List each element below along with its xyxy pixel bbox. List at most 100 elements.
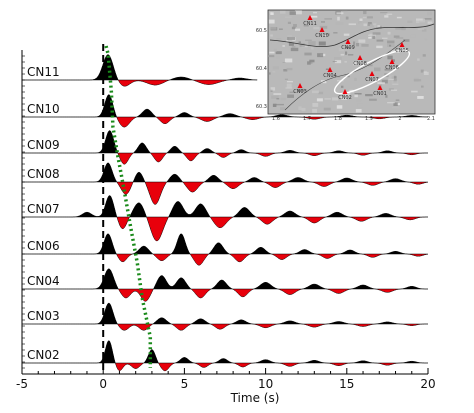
terrain-patch xyxy=(353,41,356,46)
terrain-patch xyxy=(395,27,403,30)
terrain-patch xyxy=(416,19,420,24)
terrain-patch xyxy=(423,71,429,75)
station-marker xyxy=(369,71,375,76)
terrain-patch xyxy=(340,53,345,56)
terrain-patch xyxy=(362,16,367,19)
terrain-patch xyxy=(303,25,309,27)
terrain-patch xyxy=(286,67,293,71)
station-name: CN07 xyxy=(365,77,379,83)
terrain-patch xyxy=(344,61,347,63)
terrain-patch xyxy=(357,103,364,108)
terrain-patch xyxy=(336,12,344,15)
terrain-patch xyxy=(338,47,344,52)
terrain-patch xyxy=(284,58,293,63)
trace-cn09: CN09 xyxy=(22,130,428,165)
terrain-patch xyxy=(313,12,317,14)
terrain-patch xyxy=(269,26,277,30)
terrain-patch xyxy=(317,53,324,58)
terrain-patch xyxy=(381,79,388,84)
terrain-patch xyxy=(276,56,280,59)
trace-negative-fill xyxy=(22,117,428,128)
terrain-patch xyxy=(363,23,368,27)
terrain-patch xyxy=(293,24,297,27)
terrain-patch xyxy=(305,39,312,41)
terrain-patch xyxy=(389,44,392,47)
map-x-tick: 2 xyxy=(398,116,401,122)
terrain-patch xyxy=(280,10,286,14)
terrain-patch xyxy=(388,78,394,80)
terrain-patch xyxy=(336,105,343,109)
terrain-patch xyxy=(337,16,340,21)
terrain-patch xyxy=(386,13,393,15)
terrain-patch xyxy=(341,10,348,12)
station-label: CN11 xyxy=(27,65,60,79)
terrain-patch xyxy=(367,22,372,25)
terrain-patch xyxy=(307,61,311,65)
trace-cn10: CN10 xyxy=(22,94,428,128)
trace-positive-fill xyxy=(22,340,428,363)
terrain-patch xyxy=(276,103,284,106)
terrain-patch xyxy=(273,48,277,52)
terrain-patch xyxy=(287,21,291,24)
terrain-patch xyxy=(323,73,327,76)
terrain-patch xyxy=(380,12,388,14)
terrain-patch xyxy=(416,18,423,21)
station-label: CN08 xyxy=(27,167,60,181)
x-axis: -5 0 5 10 15 20 xyxy=(16,50,436,391)
terrain-patch xyxy=(287,94,294,98)
terrain-patch xyxy=(354,93,362,95)
station-marker xyxy=(377,85,383,90)
terrain-patch xyxy=(377,82,385,85)
map-y-tick: 60.4 xyxy=(256,66,267,72)
station-label: CN02 xyxy=(27,348,60,362)
terrain-patch xyxy=(419,18,425,23)
trace-negative-fill xyxy=(22,153,428,165)
terrain-patch xyxy=(285,87,293,89)
x-tick-label: 0 xyxy=(99,377,107,391)
terrain-patch xyxy=(395,37,404,39)
terrain-patch xyxy=(422,54,426,57)
terrain-patch xyxy=(272,70,276,73)
station-marker xyxy=(357,55,363,60)
station-marker xyxy=(297,83,303,88)
terrain-patch xyxy=(294,10,302,15)
station-marker xyxy=(342,89,348,94)
terrain-patch xyxy=(286,81,293,83)
terrain-patch xyxy=(340,96,345,98)
terrain-patch xyxy=(318,91,324,95)
station-label: CN09 xyxy=(27,138,60,152)
trace-outline xyxy=(22,233,429,266)
x-axis-title: Time (s) xyxy=(230,391,280,405)
terrain-patch xyxy=(387,40,395,44)
trace-outline xyxy=(22,340,428,372)
terrain-patch xyxy=(410,34,416,38)
terrain-patch xyxy=(280,107,286,111)
station-name: CN04 xyxy=(323,73,337,79)
terrain-patch xyxy=(271,95,279,99)
terrain-patch xyxy=(282,45,285,47)
terrain-patch xyxy=(354,94,358,98)
map-y-tick: 60.5 xyxy=(256,28,267,34)
terrain-patch xyxy=(333,32,338,34)
terrain-patch xyxy=(376,45,383,49)
terrain-patch xyxy=(397,51,400,53)
terrain-patch xyxy=(372,32,381,35)
terrain-patch xyxy=(298,41,301,43)
terrain-patch xyxy=(390,89,398,91)
map-x-tick: 1.7 xyxy=(303,116,311,122)
terrain-patch xyxy=(391,80,399,85)
terrain-patch xyxy=(311,45,314,50)
terrain-patch xyxy=(319,25,328,29)
terrain-patch xyxy=(369,98,377,101)
terrain-patch xyxy=(393,35,400,38)
terrain-patch xyxy=(403,39,410,42)
terrain-patch xyxy=(411,90,418,93)
terrain-patch xyxy=(354,77,357,81)
terrain-patch xyxy=(344,92,351,96)
terrain-patch xyxy=(269,51,275,54)
terrain-patch xyxy=(424,18,432,20)
station-marker xyxy=(389,59,395,64)
terrain-patch xyxy=(417,28,425,30)
trace-negative-fill xyxy=(22,80,258,87)
